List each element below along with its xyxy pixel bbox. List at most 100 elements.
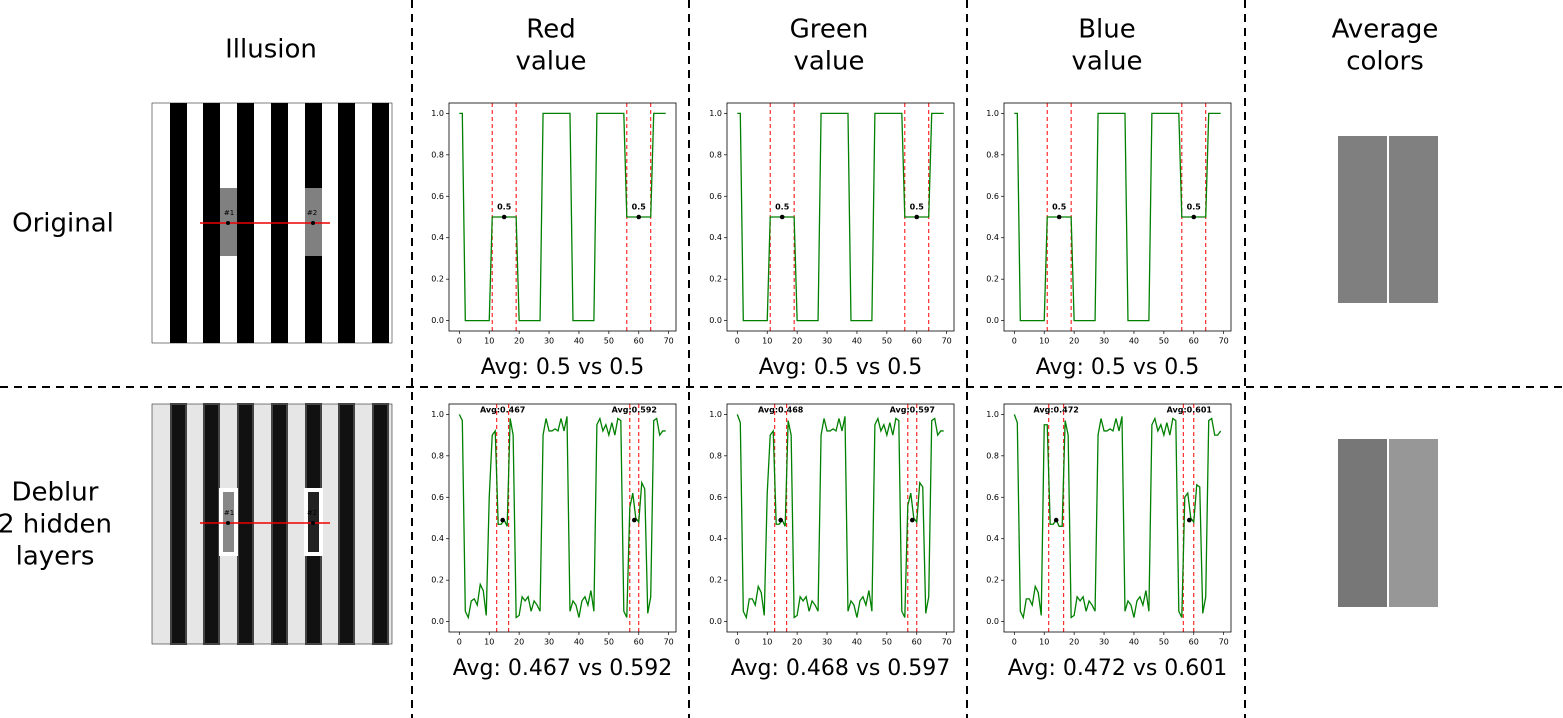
y-tick-label: 0.8 xyxy=(709,150,722,159)
x-tick-label: 30 xyxy=(1099,638,1109,647)
x-tick-label: 30 xyxy=(822,337,832,346)
y-tick-label: 1.0 xyxy=(431,410,444,419)
x-tick-label: 70 xyxy=(942,638,952,647)
x-tick-label: 60 xyxy=(1189,337,1199,346)
annotation: 0.5 xyxy=(775,203,790,212)
annotation: 0.5 xyxy=(1052,203,1067,212)
plot-frame xyxy=(448,102,677,332)
y-tick-label: 0.2 xyxy=(431,275,444,284)
line-series xyxy=(459,112,666,322)
line-series xyxy=(1014,112,1221,322)
marker-label: #2 xyxy=(307,209,317,217)
color-swatch xyxy=(1338,136,1387,303)
y-tick-label: 1.0 xyxy=(709,410,722,419)
y-tick-label: 0.0 xyxy=(986,316,999,325)
color-swatch xyxy=(1389,136,1438,303)
x-tick-label: 50 xyxy=(1159,638,1169,647)
y-tick-label: 0.6 xyxy=(709,493,722,502)
plot-frame xyxy=(1003,403,1232,633)
sample-point xyxy=(778,517,783,523)
x-tick-label: 0 xyxy=(457,337,462,346)
y-tick-label: 0.0 xyxy=(709,316,722,325)
line-series xyxy=(1013,414,1222,620)
x-tick-label: 10 xyxy=(762,337,772,346)
color-swatch xyxy=(1389,439,1438,607)
sample-point xyxy=(500,517,505,523)
x-tick-label: 50 xyxy=(882,638,892,647)
y-tick-label: 0.2 xyxy=(709,275,722,284)
y-tick-label: 0.0 xyxy=(986,617,999,626)
y-tick-label: 0.2 xyxy=(709,576,722,585)
y-tick-label: 0.6 xyxy=(709,192,722,201)
x-tick-label: 0 xyxy=(1012,638,1017,647)
column-header: Red xyxy=(526,15,575,45)
sample-point xyxy=(1053,517,1059,523)
x-tick-label: 0 xyxy=(457,638,462,647)
annotation: Avg:0.601 xyxy=(1167,406,1213,415)
y-tick-label: 0.2 xyxy=(431,576,444,585)
marker-label: #1 xyxy=(224,509,234,517)
annotation: 0.5 xyxy=(632,203,647,212)
sample-point xyxy=(501,214,507,220)
x-tick-label: 20 xyxy=(792,337,802,346)
caption: Avg: 0.467 vs 0.592 xyxy=(453,656,673,681)
x-tick-label: 10 xyxy=(484,337,494,346)
color-swatch xyxy=(1338,439,1387,607)
x-tick-label: 40 xyxy=(852,337,862,346)
marker-label: #2 xyxy=(307,509,317,517)
annotation: 0.5 xyxy=(1187,203,1202,212)
x-tick-label: 70 xyxy=(1219,638,1229,647)
y-tick-label: 0.8 xyxy=(431,451,444,460)
x-tick-label: 30 xyxy=(1099,337,1109,346)
y-tick-label: 0.8 xyxy=(986,150,999,159)
x-tick-label: 50 xyxy=(882,337,892,346)
y-tick-label: 0.2 xyxy=(986,275,999,284)
y-tick-label: 0.8 xyxy=(709,451,722,460)
row-label: Deblur xyxy=(12,478,99,508)
caption: Avg: 0.5 vs 0.5 xyxy=(1036,355,1200,380)
x-tick-label: 0 xyxy=(735,638,740,647)
plot-frame xyxy=(726,403,955,633)
x-tick-label: 60 xyxy=(634,638,644,647)
illusion-deblur xyxy=(151,403,393,645)
column-header: Blue xyxy=(1078,15,1136,45)
x-tick-label: 60 xyxy=(912,638,922,647)
caption: Avg: 0.5 vs 0.5 xyxy=(481,355,645,380)
y-tick-label: 1.0 xyxy=(986,410,999,419)
x-tick-label: 40 xyxy=(852,638,862,647)
x-tick-label: 50 xyxy=(604,638,614,647)
x-tick-label: 40 xyxy=(1129,638,1139,647)
y-tick-label: 0.6 xyxy=(986,192,999,201)
x-tick-label: 10 xyxy=(484,638,494,647)
annotation: Avg:0.597 xyxy=(890,406,935,415)
y-tick-label: 0.0 xyxy=(709,617,722,626)
x-tick-label: 20 xyxy=(1069,638,1079,647)
column-header: value xyxy=(793,47,864,77)
row-label: layers xyxy=(16,542,95,572)
line-series xyxy=(458,414,666,620)
row-label: 2 hidden xyxy=(0,510,112,540)
column-header: colors xyxy=(1346,47,1424,77)
y-tick-label: 0.0 xyxy=(431,316,444,325)
plot-frame xyxy=(448,403,677,633)
y-tick-label: 0.4 xyxy=(709,233,722,242)
plot-frame xyxy=(1003,102,1232,332)
row-label: Original xyxy=(12,209,114,239)
sample-point xyxy=(636,214,642,220)
y-tick-label: 0.8 xyxy=(986,451,999,460)
y-tick-label: 1.0 xyxy=(986,109,999,118)
annotation: Avg:0.467 xyxy=(480,406,525,415)
column-header: value xyxy=(515,47,586,77)
x-tick-label: 50 xyxy=(604,337,614,346)
x-tick-label: 50 xyxy=(1159,337,1169,346)
sample-point xyxy=(631,517,637,523)
x-tick-label: 30 xyxy=(544,638,554,647)
sample-point xyxy=(779,214,785,220)
x-tick-label: 40 xyxy=(1129,337,1139,346)
x-tick-label: 70 xyxy=(942,337,952,346)
x-tick-label: 60 xyxy=(1189,638,1199,647)
illusion-original xyxy=(151,102,393,344)
marker-label: #1 xyxy=(224,209,234,217)
